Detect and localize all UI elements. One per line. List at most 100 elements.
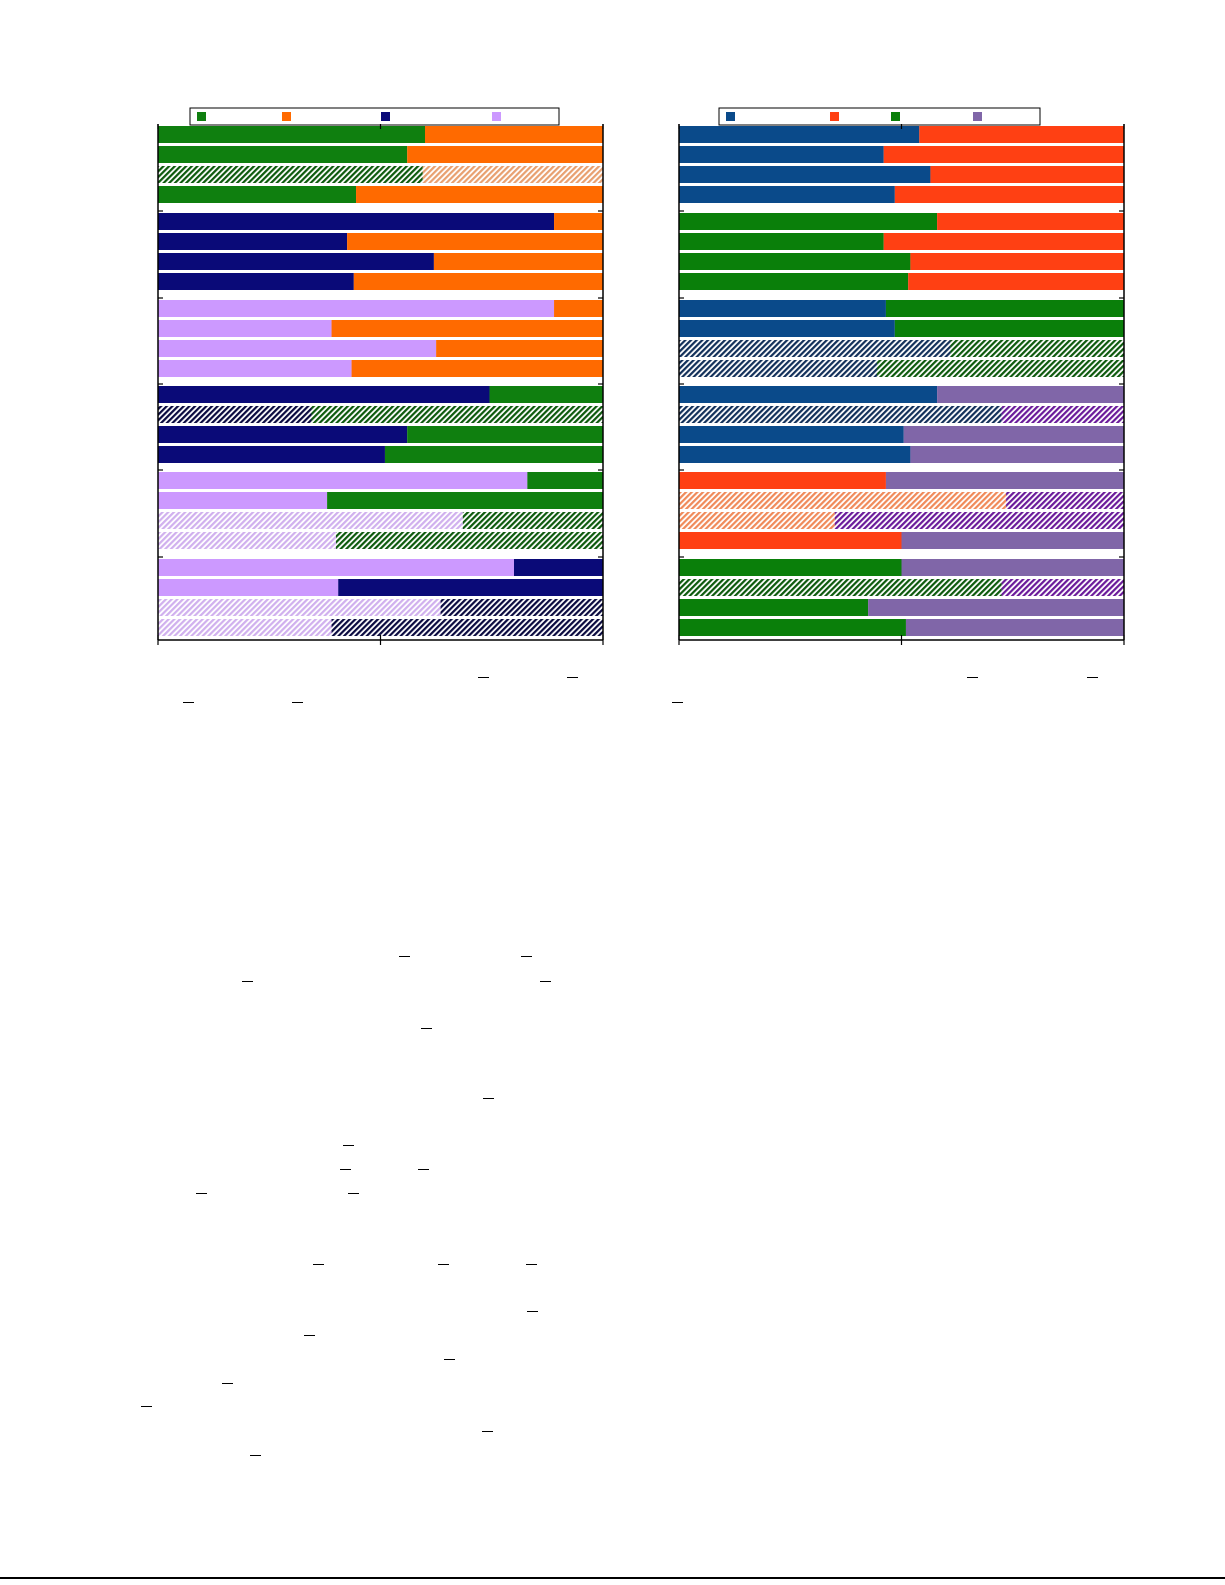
bar-segment-purple [905, 619, 1124, 636]
bar-segment-lilac [158, 559, 514, 576]
bar-segment-red [894, 186, 1124, 203]
bar-segment-green [679, 233, 884, 250]
bar-segment-lilac [158, 472, 528, 489]
bar-segment-purple [901, 559, 1124, 576]
bar-group-3 [679, 300, 1124, 377]
page-footer-rule [0, 1577, 1225, 1579]
bar-segment-navy [440, 599, 603, 616]
legend-box [718, 107, 1041, 126]
bar-segment-green [527, 472, 603, 489]
bar-segment-blue [679, 300, 886, 317]
bar-segment-purple [1006, 492, 1124, 509]
bar-segment-orange [353, 273, 603, 290]
bar-segment-red [679, 532, 902, 549]
minus-glyph [527, 1311, 538, 1312]
bar-segment-orange [407, 146, 603, 163]
bar-segment-navy [331, 619, 603, 636]
minus-glyph [521, 956, 532, 957]
minus-glyph [348, 1193, 359, 1194]
bar-segment-purple [1001, 406, 1124, 423]
legend-box [189, 107, 560, 126]
bar-segment-blue [679, 166, 931, 183]
bar-segment-orange [554, 300, 603, 317]
chart-right [678, 107, 1125, 645]
bar-segment-orange [554, 213, 603, 230]
bar-segment-green [885, 300, 1124, 317]
bar-segment-navy [158, 273, 354, 290]
legend-swatch-orange [282, 112, 291, 121]
bar-segment-green [894, 320, 1124, 337]
bar-segment-navy [514, 559, 603, 576]
bar-segment-blue [679, 446, 911, 463]
bar-segment-red [908, 273, 1124, 290]
legend-swatch-green [891, 112, 900, 121]
minus-glyph [399, 956, 410, 957]
minus-glyph [482, 1431, 493, 1432]
bar-segment-green [462, 512, 603, 529]
minus-glyph [967, 677, 978, 678]
bar-segment-green [877, 360, 1124, 377]
bar-group-1 [158, 126, 603, 203]
bar-segment-green [384, 446, 603, 463]
bar-segment-purple [903, 426, 1124, 443]
bar-segment-red [919, 126, 1124, 143]
bar-segment-green [327, 492, 603, 509]
bar-segment-red [679, 512, 835, 529]
bar-segment-green [158, 166, 423, 183]
bar-segment-lilac [158, 512, 463, 529]
bar-segment-blue [679, 406, 1002, 423]
minus-glyph [313, 1264, 324, 1265]
bar-segment-green [158, 186, 357, 203]
bar-segment-red [930, 166, 1124, 183]
bar-segment-purple [901, 532, 1124, 549]
bar-segment-blue [679, 146, 884, 163]
bar-segment-green [679, 273, 909, 290]
bar-group-3 [158, 300, 603, 377]
minus-glyph [340, 1169, 351, 1170]
minus-glyph [242, 981, 253, 982]
bar-segment-navy [338, 579, 603, 596]
bar-segment-orange [425, 126, 603, 143]
bar-segment-blue [679, 186, 895, 203]
bar-segment-green [679, 559, 902, 576]
bar-group-5 [158, 472, 603, 549]
bar-segment-green [679, 253, 911, 270]
bar-segment-lilac [158, 619, 332, 636]
bar-segment-lilac [158, 532, 336, 549]
bar-segment-navy [158, 213, 555, 230]
legend [189, 107, 560, 126]
bar-group-2 [158, 213, 603, 290]
bar-segment-green [679, 213, 938, 230]
bar-segment-red [883, 146, 1124, 163]
bar-segment-green [158, 146, 408, 163]
bar-segment-orange [433, 253, 603, 270]
bar-segment-green [158, 126, 425, 143]
bar-segment-orange [436, 340, 603, 357]
bar-segment-lilac [158, 340, 437, 357]
bar-segment-navy [158, 446, 385, 463]
minus-glyph [540, 981, 551, 982]
bar-segment-red [679, 472, 886, 489]
bar-segment-green [336, 532, 603, 549]
bar-segment-blue [679, 126, 920, 143]
bar-segment-green [679, 579, 1002, 596]
legend-swatch-red [830, 112, 839, 121]
minus-glyph [478, 677, 489, 678]
minus-glyph [672, 702, 683, 703]
minus-glyph [567, 677, 578, 678]
bar-segment-purple [868, 599, 1124, 616]
bar-segment-lilac [158, 579, 339, 596]
minus-glyph [483, 1098, 494, 1099]
legend [718, 107, 1041, 126]
minus-glyph [343, 1145, 354, 1146]
bar-segment-blue [679, 340, 951, 357]
bar-segment-green [679, 599, 869, 616]
bar-segment-navy [158, 386, 490, 403]
minus-glyph [421, 1028, 432, 1029]
bar-segment-purple [885, 472, 1124, 489]
bar-segment-red [679, 492, 1007, 509]
bar-segment-red [910, 253, 1124, 270]
bar-segment-lilac [158, 320, 332, 337]
legend-swatch-blue [726, 112, 735, 121]
